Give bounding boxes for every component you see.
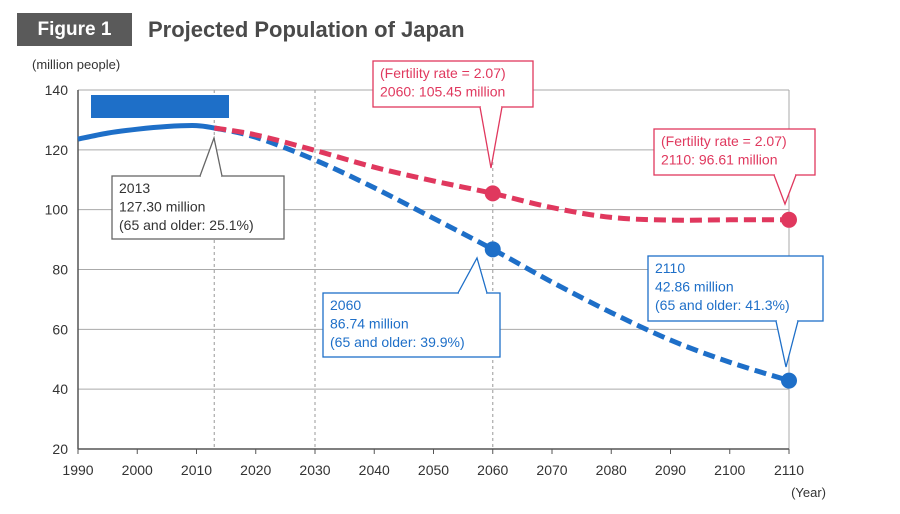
x-tick-label: 2000 — [122, 462, 153, 478]
y-tick-label: 120 — [45, 142, 69, 158]
y-tick-label: 40 — [52, 381, 68, 397]
y-tick-label: 20 — [52, 441, 68, 457]
x-tick-label: 2060 — [477, 462, 508, 478]
annotation-text-line: (65 and older: 41.3%) — [655, 297, 790, 313]
annotation-text-line: 86.74 million — [330, 316, 409, 332]
annotation-a2110_blue: 2110 42.86 million (65 and older: 41.3%) — [647, 255, 824, 368]
annotation-pointer — [775, 320, 799, 368]
annotation-box — [372, 60, 534, 108]
annotation-pointer — [457, 256, 488, 294]
y-axis-unit-label: (million people) — [32, 57, 120, 72]
x-tick-label: 2090 — [655, 462, 686, 478]
x-tick-label: 1990 — [62, 462, 93, 478]
annotation-text-line: 2060 — [330, 297, 361, 313]
data-marker-2110 — [781, 211, 797, 228]
annotation-pointer — [199, 135, 223, 177]
x-tick-label: 2030 — [299, 462, 330, 478]
x-tick-label: 2110 — [774, 462, 804, 478]
annotation-text-line: (65 and older: 25.1%) — [119, 217, 254, 233]
data-marker-2060 — [484, 185, 501, 202]
data-marker-2110 — [781, 372, 797, 389]
y-tick-label: 100 — [45, 202, 69, 218]
annotation-a2060_blue: 2060 86.74 million (65 and older: 39.9%) — [322, 256, 501, 358]
annotation-pointer — [479, 106, 503, 169]
annotation-text-line: 2060: 105.45 million — [380, 84, 505, 100]
series-line-1 — [213, 125, 790, 383]
annotation-a2060_red: (Fertility rate = 2.07) 2060: 105.45 mill… — [372, 60, 534, 169]
annotation-text-line: 127.30 million — [119, 199, 205, 215]
annotation-text-line: (65 and older: 39.9%) — [330, 334, 465, 350]
annotation-box — [111, 175, 285, 240]
data-marker-2060 — [484, 241, 501, 258]
figure-badge: Figure 1 — [17, 13, 132, 46]
total-population-label — [91, 95, 229, 118]
annotation-text-line: 2110: 96.61 million — [661, 152, 777, 168]
x-tick-label: 2070 — [536, 462, 567, 478]
data-markers — [484, 185, 797, 389]
x-tick-label: 2050 — [418, 462, 449, 478]
series-line-0 — [77, 123, 215, 142]
annotation-box — [322, 292, 501, 358]
annotation-text-line: 2110 — [655, 260, 685, 276]
annotation-a2110_red: (Fertility rate = 2.07) 2110: 96.61 milli… — [653, 128, 816, 206]
y-tick-label: 80 — [52, 262, 68, 278]
figure-title: Projected Population of Japan — [148, 17, 465, 42]
x-tick-label: 2040 — [359, 462, 390, 478]
x-axis-unit-label: (Year) — [791, 485, 826, 500]
x-tick-label: 2100 — [714, 462, 745, 478]
annotation-box — [653, 128, 816, 176]
series-lines — [77, 123, 790, 383]
annotation-box — [647, 255, 824, 322]
x-tick-label: 2080 — [596, 462, 627, 478]
x-tick-label: 2020 — [240, 462, 271, 478]
annotation-text-line: (Fertility rate = 2.07) — [380, 65, 506, 81]
x-tick-label: 2010 — [181, 462, 212, 478]
annotation-text-line: (Fertility rate = 2.07) — [661, 133, 787, 149]
annotation-a2013: 2013 127.30 million (65 and older: 25.1%) — [111, 135, 285, 240]
annotations: 2013 127.30 million (65 and older: 25.1%) (… — [91, 60, 824, 368]
annotation-text-line: 42.86 million — [655, 279, 734, 295]
annotation-pointer — [773, 174, 797, 206]
y-tick-label: 60 — [52, 321, 68, 337]
total-population-label-bg — [91, 95, 229, 118]
y-tick-label: 140 — [45, 82, 69, 98]
annotation-text-line: 2013 — [119, 180, 150, 196]
